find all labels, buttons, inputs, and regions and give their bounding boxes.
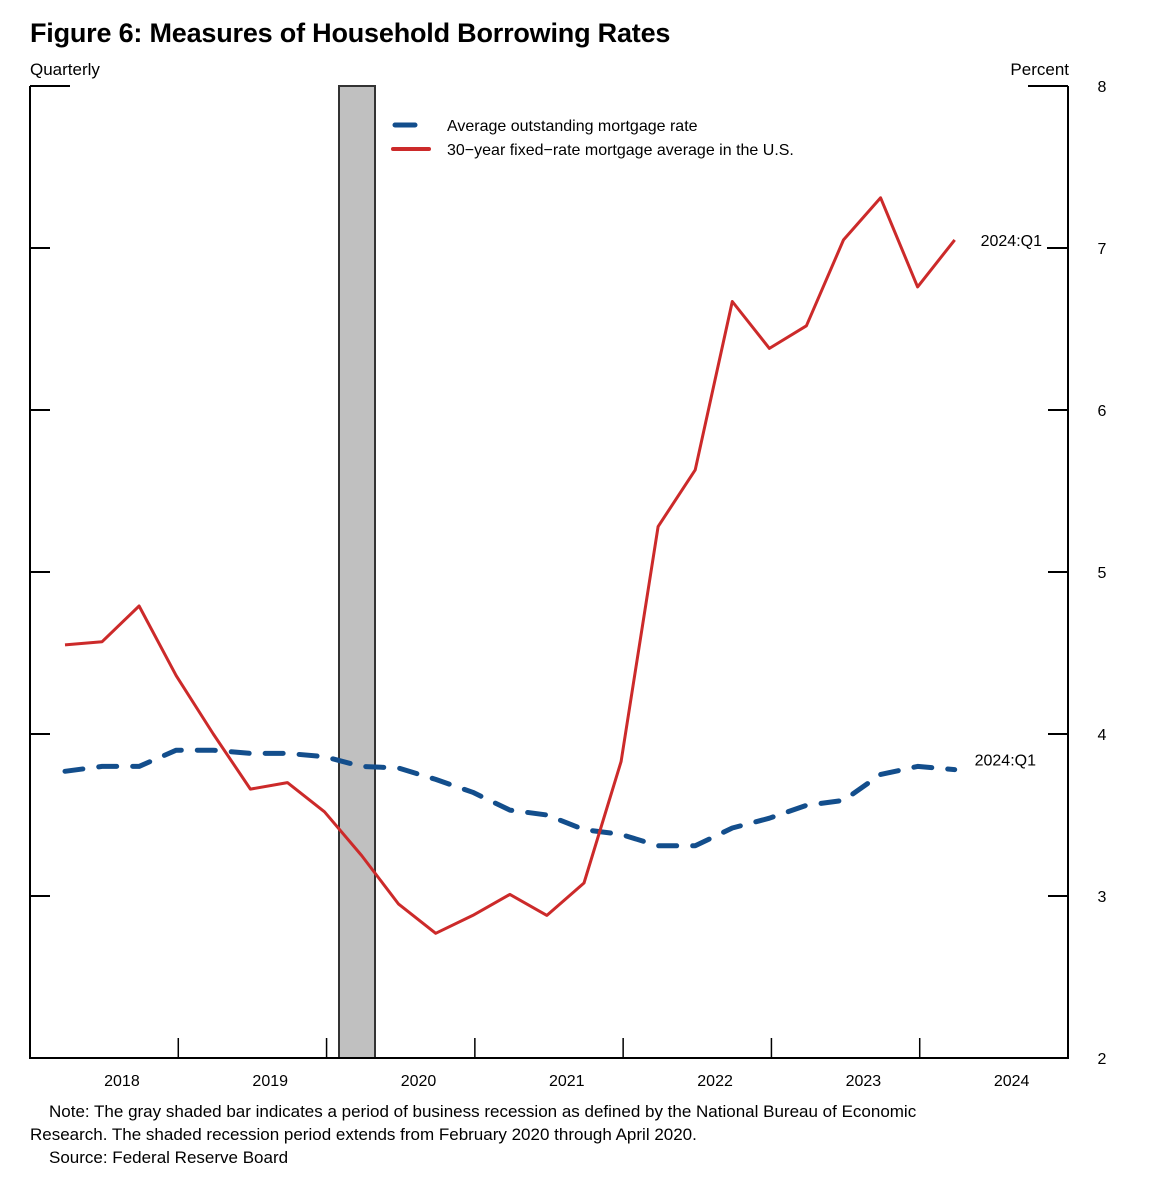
y-tick-label: 4	[1098, 727, 1107, 744]
chart-note: Note: The gray shaded bar indicates a pe…	[30, 1100, 1030, 1169]
legend-label-avg-outstanding: Average outstanding mortgage rate	[447, 118, 698, 135]
end-label-avg-outstanding: 2024:Q1	[975, 753, 1036, 770]
frequency-label: Quarterly	[30, 60, 100, 79]
unit-label: Percent	[1010, 60, 1069, 79]
x-tick-label: 2020	[401, 1073, 437, 1090]
recession-shading	[338, 85, 376, 1059]
y-tick-label: 5	[1098, 565, 1107, 582]
y-tick-label: 2	[1098, 1051, 1107, 1068]
chart-title: Figure 6: Measures of Household Borrowin…	[30, 18, 671, 48]
y-tick-label: 8	[1098, 79, 1107, 96]
x-tick-label: 2023	[846, 1073, 882, 1090]
y-tick-label: 3	[1098, 889, 1107, 906]
legend-label-30yr-fixed: 30−year fixed−rate mortgage average in t…	[447, 142, 794, 159]
note-line-2: Research. The shaded recession period ex…	[30, 1125, 697, 1144]
y-tick-label: 6	[1098, 403, 1107, 420]
x-tick-label: 2019	[252, 1073, 288, 1090]
note-line-1: Note: The gray shaded bar indicates a pe…	[49, 1102, 917, 1121]
x-tick-label: 2018	[104, 1073, 140, 1090]
source-line: Source: Federal Reserve Board	[49, 1148, 289, 1167]
x-tick-label: 2021	[549, 1073, 585, 1090]
x-tick-label: 2024	[994, 1073, 1030, 1090]
x-tick-label: 2022	[697, 1073, 733, 1090]
end-label-30yr-fixed: 2024:Q1	[981, 233, 1042, 250]
series-line-30yr-fixed	[64, 196, 956, 935]
y-tick-label: 7	[1098, 241, 1107, 258]
series-line-avg-outstanding	[62, 747, 958, 849]
